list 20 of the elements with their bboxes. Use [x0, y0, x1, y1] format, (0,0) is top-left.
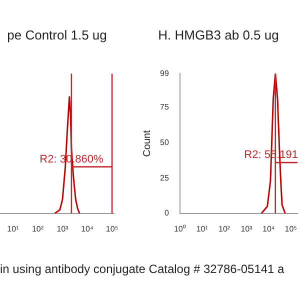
x-tick-label: 10²	[218, 224, 230, 234]
x-tick-label: 10⁴	[262, 224, 276, 234]
chart-title: H. HMGB3 ab 0.5 ug	[158, 27, 279, 42]
y-tick-label: 75	[160, 102, 170, 112]
y-tick-label: 0	[164, 208, 170, 218]
x-tick-label: 10¹	[196, 224, 208, 234]
x-tick-label: 10³	[240, 224, 253, 234]
chart-title: pe Control 1.5 ug	[7, 27, 107, 42]
y-tick-label: 50	[160, 138, 170, 147]
text: in using antibody conjugate Catalog # 32786-05141 a	[0, 262, 284, 276]
y-tick-label: 25	[160, 173, 170, 182]
x-tick-label: 10⁰	[174, 224, 186, 234]
x-tick-label: 10³	[56, 224, 69, 234]
x-tick-label: 10⁵	[106, 224, 118, 234]
y-tick-label: 99	[160, 68, 170, 78]
x-tick-label: 10²	[32, 224, 44, 234]
y-axis-title: Count	[142, 130, 153, 157]
x-tick-label: 10¹	[7, 224, 20, 234]
x-tick-label: 10⁴	[81, 224, 94, 234]
x-tick-label: 10⁵	[284, 224, 297, 234]
